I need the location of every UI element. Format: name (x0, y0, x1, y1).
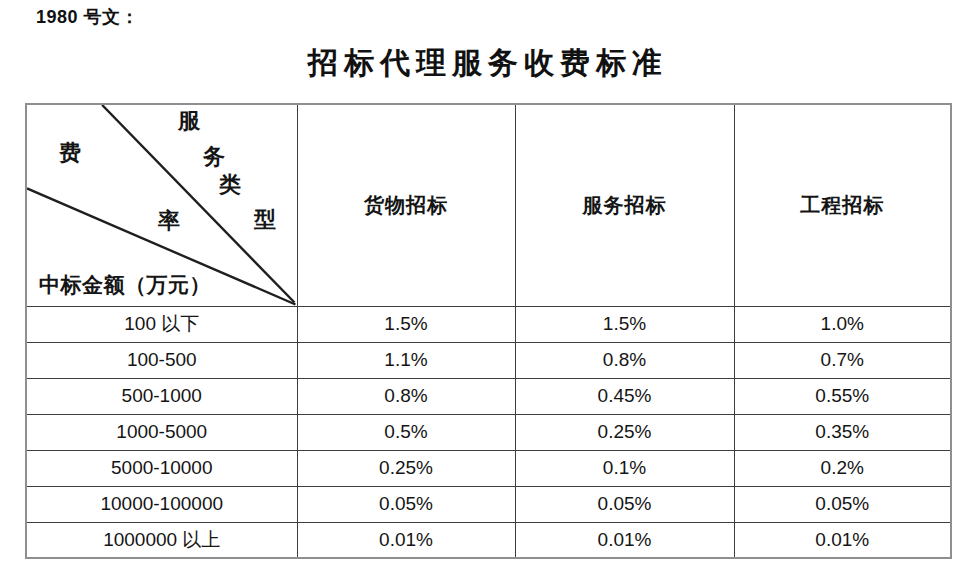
table-row: 10000-100000 0.05% 0.05% 0.05% (26, 486, 951, 522)
document-page: { "doc_label": "1980 号文：", "title": "招标代… (0, 0, 976, 581)
table-row: 1000000 以上 0.01% 0.01% 0.01% (26, 522, 951, 558)
rate-cell: 0.55% (734, 378, 951, 414)
corner-label-type-char: 型 (252, 207, 278, 233)
column-header-goods-bidding: 货物招标 (297, 104, 515, 306)
amount-range-cell: 100 以下 (26, 306, 297, 342)
corner-label-type-char: 务 (201, 144, 227, 170)
rate-cell: 0.8% (515, 342, 734, 378)
rate-cell: 0.45% (515, 378, 734, 414)
table-header-row: 费 率 服 务 类 型 中标金额（万元） 货物招标 服务招标 工程招标 (26, 104, 951, 306)
corner-label-amount: 中标金额（万元） (39, 271, 211, 299)
table-row: 100-500 1.1% 0.8% 0.7% (26, 342, 951, 378)
amount-range-cell: 1000000 以上 (26, 522, 297, 558)
rate-cell: 0.2% (734, 450, 951, 486)
rate-cell: 0.7% (734, 342, 951, 378)
table-row: 500-1000 0.8% 0.45% 0.55% (26, 378, 951, 414)
corner-label-rate: 率 (156, 208, 182, 234)
rate-cell: 0.1% (515, 450, 734, 486)
rate-cell: 0.5% (297, 414, 515, 450)
amount-range-cell: 500-1000 (26, 378, 297, 414)
rate-cell: 1.0% (734, 306, 951, 342)
rate-cell: 0.25% (297, 450, 515, 486)
amount-range-cell: 10000-100000 (26, 486, 297, 522)
rate-cell: 0.01% (734, 522, 951, 558)
table-row: 5000-10000 0.25% 0.1% 0.2% (26, 450, 951, 486)
rate-cell: 0.01% (515, 522, 734, 558)
column-header-works-bidding: 工程招标 (734, 104, 951, 306)
rate-cell: 1.5% (515, 306, 734, 342)
page-title: 招标代理服务收费标准 (0, 43, 976, 84)
rate-cell: 0.05% (297, 486, 515, 522)
rate-cell: 1.1% (297, 342, 515, 378)
table-corner-cell: 费 率 服 务 类 型 中标金额（万元） (26, 104, 297, 306)
rate-cell: 0.25% (515, 414, 734, 450)
corner-label-type-char: 类 (217, 172, 243, 198)
corner-label-type-char: 服 (176, 108, 202, 134)
rate-cell: 1.5% (297, 306, 515, 342)
doc-number-label: 1980 号文： (36, 5, 139, 29)
corner-label-fee: 费 (57, 140, 83, 166)
rate-cell: 0.05% (515, 486, 734, 522)
rate-cell: 0.8% (297, 378, 515, 414)
amount-range-cell: 100-500 (26, 342, 297, 378)
amount-range-cell: 5000-10000 (26, 450, 297, 486)
column-header-services-bidding: 服务招标 (515, 104, 734, 306)
fee-standard-table: 费 率 服 务 类 型 中标金额（万元） 货物招标 服务招标 工程招标 100 … (25, 103, 952, 559)
table-row: 1000-5000 0.5% 0.25% 0.35% (26, 414, 951, 450)
rate-cell: 0.01% (297, 522, 515, 558)
rate-cell: 0.05% (734, 486, 951, 522)
amount-range-cell: 1000-5000 (26, 414, 297, 450)
table-row: 100 以下 1.5% 1.5% 1.0% (26, 306, 951, 342)
rate-cell: 0.35% (734, 414, 951, 450)
